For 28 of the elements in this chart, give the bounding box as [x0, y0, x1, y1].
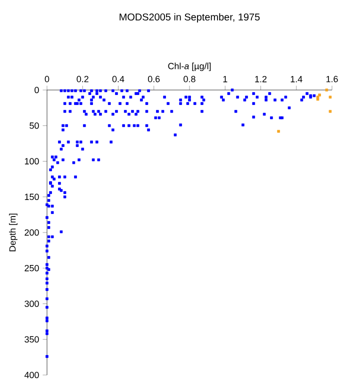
point — [328, 96, 332, 99]
x-tick-label: 0.6 — [148, 76, 160, 82]
x-tick-label: 1.6 — [326, 76, 338, 82]
chart-title: MODS2005 in September, 1975 — [120, 13, 260, 22]
point — [325, 88, 328, 92]
y-tick-label: 150 — [24, 194, 39, 200]
point — [328, 110, 332, 113]
y-tick-label: 300 — [24, 300, 39, 307]
point — [316, 96, 320, 99]
x-tick-label: 1 — [223, 76, 228, 82]
x-tick-label: 1.4 — [290, 76, 302, 82]
y-tick-label: 50 — [30, 122, 39, 129]
y-tick-label: 250 — [24, 264, 39, 272]
y-tick-label: 350 — [24, 336, 39, 343]
point — [316, 98, 320, 101]
x-tick-label: 0.8 — [184, 76, 196, 82]
point — [277, 130, 280, 133]
y-axis-title: Depth [m] — [9, 214, 18, 252]
y-tick-label: 200 — [24, 229, 39, 236]
x-tick-label: 0.2 — [76, 76, 88, 82]
y-tick-label: 100 — [24, 158, 39, 164]
x-tick-label: 0.4 — [112, 76, 124, 82]
x-tick-label: 1.2 — [255, 76, 267, 82]
x-axis-title: Chl-a [µg/l] — [168, 62, 211, 72]
point — [318, 94, 321, 96]
x-tick-label: 0 — [44, 76, 50, 82]
y-tick-label: 400 — [24, 372, 39, 378]
y-tick-label: 0 — [34, 86, 39, 94]
